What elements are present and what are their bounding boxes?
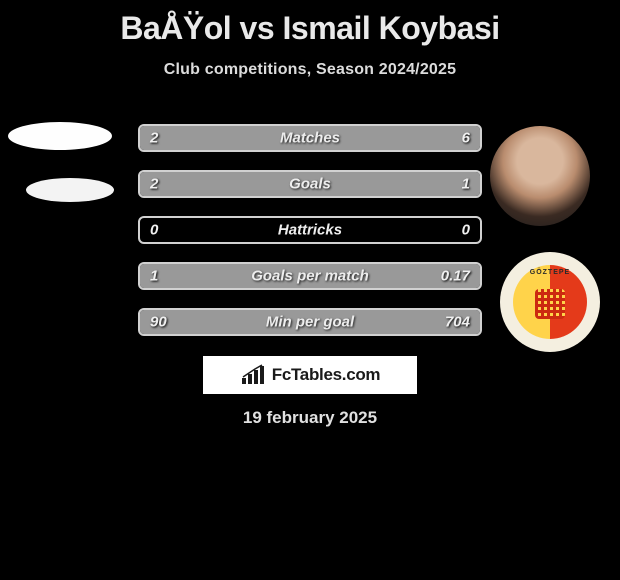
stat-row: 21Goals bbox=[138, 170, 482, 198]
stat-row: 00Hattricks bbox=[138, 216, 482, 244]
player-right-avatar bbox=[490, 126, 590, 226]
page-subtitle: Club competitions, Season 2024/2025 bbox=[0, 61, 620, 79]
date-label: 19 february 2025 bbox=[0, 408, 620, 428]
stat-row: 26Matches bbox=[138, 124, 482, 152]
stat-row: 90704Min per goal bbox=[138, 308, 482, 336]
stat-label: Goals per match bbox=[140, 268, 480, 285]
player-left-avatar-placeholder-2 bbox=[26, 178, 114, 202]
stats-table: 26Matches 21Goals 00Hattricks 10.17Goals pe… bbox=[138, 124, 482, 354]
player-left-avatar-placeholder-1 bbox=[8, 122, 112, 150]
stat-label: Matches bbox=[140, 130, 480, 147]
branding-badge: FcTables.com bbox=[203, 356, 417, 394]
club-crest: GÖZTEPE bbox=[513, 265, 587, 339]
branding-text: FcTables.com bbox=[272, 365, 381, 385]
stat-label: Min per goal bbox=[140, 314, 480, 331]
club-crest-pattern bbox=[535, 289, 565, 319]
stat-label: Goals bbox=[140, 176, 480, 193]
club-crest-text: GÖZTEPE bbox=[513, 269, 587, 276]
page-title: BaÅŸol vs Ismail Koybasi bbox=[0, 0, 620, 47]
bars-icon bbox=[240, 364, 268, 386]
player-right-club-badge: GÖZTEPE bbox=[500, 252, 600, 352]
stat-row: 10.17Goals per match bbox=[138, 262, 482, 290]
stat-label: Hattricks bbox=[140, 222, 480, 239]
